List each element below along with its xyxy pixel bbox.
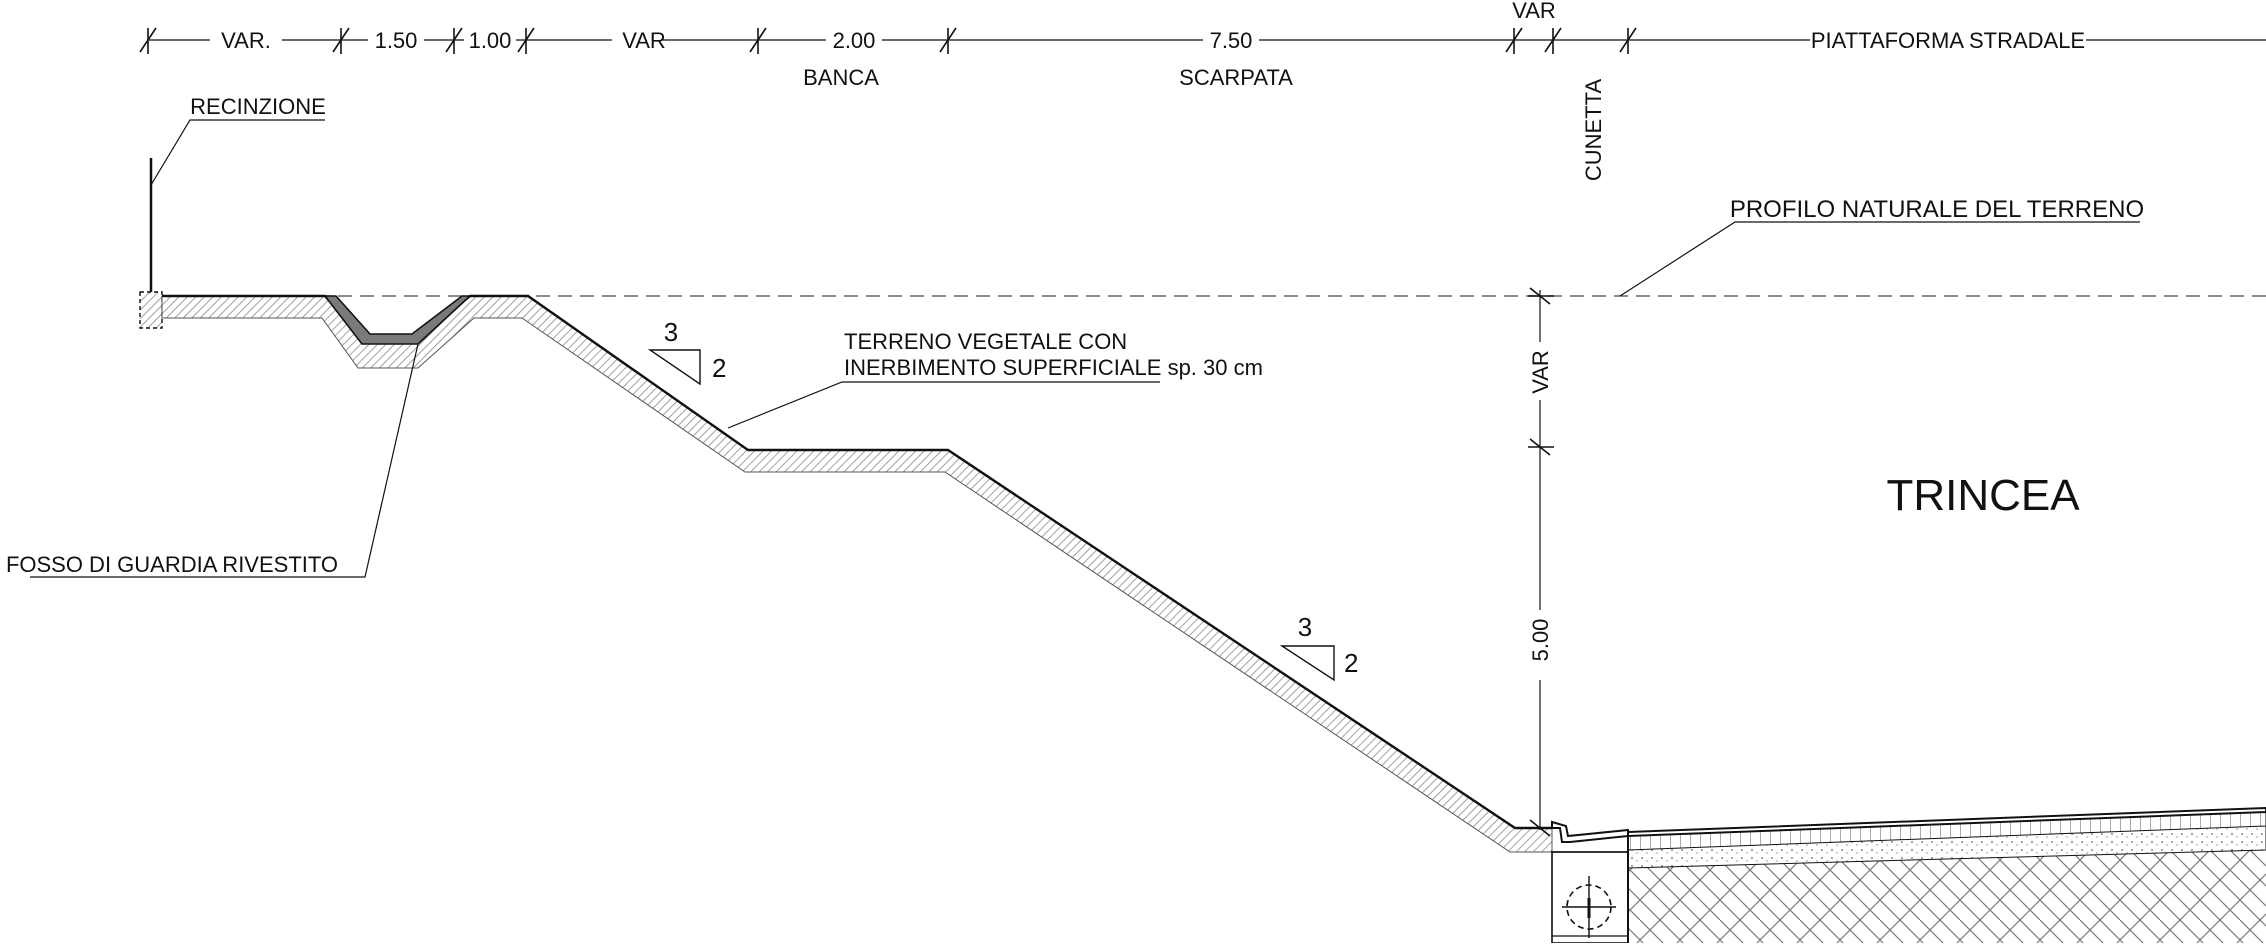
road-pavement [1627,806,2266,943]
terreno-leader [727,381,1160,429]
dimension-ticks [139,27,1637,54]
section-title: TRINCEA [1886,471,2080,520]
slope-upper-horizontal: 3 [664,317,678,347]
fence [139,119,325,329]
label-terreno-line2: INERBIMENTO SUPERFICIALE sp. 30 cm [844,355,1263,380]
dim-label-1-00: 1.00 [469,28,512,53]
slope-lower-horizontal: 3 [1298,612,1312,642]
label-profilo-naturale: PROFILO NATURALE DEL TERRENO [1730,196,2144,223]
vertical-dimension-line: VAR 5.00 [1526,287,1554,837]
dim-label-var-3: VAR [1512,0,1556,23]
label-terreno-spessore: sp. 30 cm [1168,355,1263,380]
label-fosso-guardia: FOSSO DI GUARDIA RIVESTITO [6,552,338,577]
slope-lower-vertical: 2 [1344,648,1358,678]
label-cunetta: CUNETTA [1581,79,1606,182]
fosso-leader [30,343,419,578]
dim-label-1-50: 1.50 [375,28,418,53]
slope-upper-vertical: 2 [712,353,726,383]
dim-label-2-00: 2.00 [833,28,876,53]
label-banca: BANCA [803,65,879,90]
guard-ditch-lining [323,295,473,345]
label-terreno-line1: TERRENO VEGETALE CON [844,329,1127,354]
cunetta-structure [1551,820,1629,944]
profilo-leader [1619,221,2140,297]
dim-label-7-50: 7.50 [1210,28,1253,53]
top-dimension-line: VAR. 1.50 1.00 VAR 2.00 7.50 VAR PIATTAF… [139,0,2266,54]
drain-pipe-icon [1562,876,1616,938]
slope-indicator-lower: 3 2 [1279,612,1358,682]
dim-label-var-1: VAR. [221,28,271,53]
dim-label-var-2: VAR [622,28,666,53]
vdim-label-var: VAR [1528,350,1553,394]
slope-indicator-upper: 3 2 [647,317,726,386]
label-scarpata: SCARPATA [1179,65,1293,90]
dim-label-piattaforma: PIATTAFORMA STRADALE [1811,28,2085,53]
vdim-label-5-00: 5.00 [1528,619,1553,662]
label-recinzione: RECINZIONE [190,94,326,119]
label-terreno-inerbimento: INERBIMENTO SUPERFICIALE [844,355,1161,380]
